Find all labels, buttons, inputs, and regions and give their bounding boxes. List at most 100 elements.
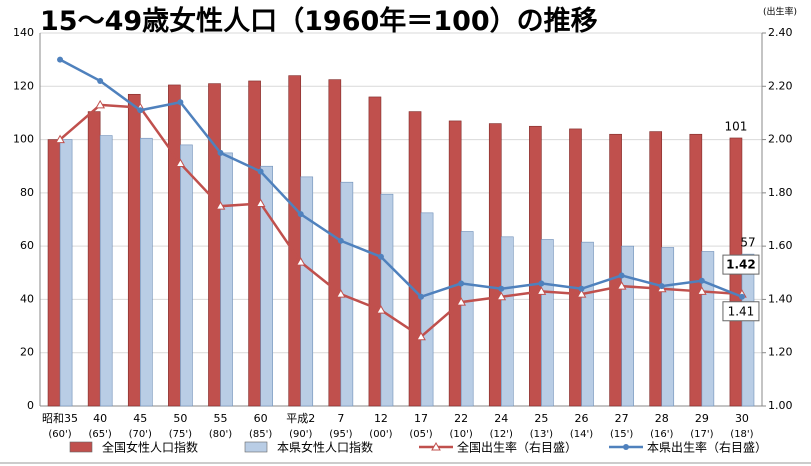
value-label: 101 <box>724 119 747 133</box>
x-tick-sublabel: (00') <box>369 429 392 440</box>
marker <box>538 280 545 287</box>
x-tick-label: 17 <box>414 412 428 425</box>
y2-tick-label: 1.40 <box>768 292 793 305</box>
x-tick-label: 平成2 <box>286 412 315 425</box>
x-tick-sublabel: (17') <box>690 429 713 440</box>
x-tick-label: 45 <box>133 412 147 425</box>
y2-tick-label: 2.40 <box>768 26 793 39</box>
marker <box>658 283 665 290</box>
y-tick-label: 60 <box>20 239 34 252</box>
bar <box>500 236 514 407</box>
x-tick-label: 50 <box>173 412 187 425</box>
marker <box>335 289 346 298</box>
bar <box>87 111 101 407</box>
marker <box>536 286 547 295</box>
bar <box>248 80 261 407</box>
marker <box>57 56 64 63</box>
marker <box>337 237 344 244</box>
x-tick-sublabel: (65') <box>89 429 112 440</box>
x-tick-label: 29 <box>695 412 709 425</box>
legend-marker <box>623 444 629 450</box>
marker <box>376 305 386 314</box>
y-tick-label: 120 <box>13 79 34 92</box>
value-label: 57 <box>740 236 755 250</box>
value-label-box <box>722 254 760 275</box>
marker <box>377 253 384 260</box>
x-tick-sublabel: (90') <box>289 429 312 440</box>
y2-tick-label: 2.00 <box>768 133 793 146</box>
bar <box>380 193 394 407</box>
x-tick-label: 26 <box>575 412 589 425</box>
bar <box>220 152 233 407</box>
legend-swatch <box>244 441 268 453</box>
x-tick-label: 12 <box>374 412 388 425</box>
marker <box>616 281 627 290</box>
value-label: 1.41 <box>728 304 755 318</box>
bar <box>569 128 582 407</box>
marker <box>297 211 304 218</box>
x-tick-label: 昭和35 <box>42 412 78 425</box>
x-tick-label: 25 <box>534 412 548 425</box>
x-tick-sublabel: (80') <box>209 429 232 440</box>
x-tick-label: 40 <box>93 412 107 425</box>
bar <box>300 176 314 407</box>
bar <box>139 137 153 407</box>
bar <box>488 123 502 407</box>
bar <box>168 84 181 407</box>
y2-tick-label: 1.60 <box>768 239 793 252</box>
marker <box>95 99 106 109</box>
bar <box>701 251 715 407</box>
x-tick-label: 30 <box>735 412 749 425</box>
x-tick-sublabel: (85') <box>249 429 272 440</box>
bar <box>581 241 594 407</box>
bar <box>180 144 193 407</box>
x-tick-sublabel: (75') <box>169 429 192 440</box>
marker <box>698 277 705 284</box>
y-tick-label: 0 <box>27 399 34 412</box>
bar <box>408 111 422 407</box>
x-tick-sublabel: (95') <box>329 429 352 440</box>
x-tick-sublabel: (18') <box>730 429 753 440</box>
marker <box>137 107 144 114</box>
y-tick-label: 80 <box>20 186 34 199</box>
chart-title: 15～49歳女性人口（1960年＝100）の推移 <box>40 5 598 37</box>
x-tick-label: 22 <box>454 412 468 425</box>
marker <box>738 293 745 300</box>
y-tick-label: 40 <box>20 292 34 305</box>
line <box>59 58 743 299</box>
x-tick-sublabel: (16') <box>650 429 673 440</box>
bar <box>541 239 554 407</box>
marker <box>215 201 226 210</box>
marker <box>217 149 224 156</box>
x-tick-sublabel: (12') <box>490 429 513 440</box>
x-tick-label: 55 <box>214 412 228 425</box>
marker <box>255 198 266 208</box>
marker <box>97 77 104 84</box>
marker <box>576 289 587 298</box>
x-tick-sublabel: (15') <box>610 429 633 440</box>
y2-tick-label: 2.20 <box>768 79 793 92</box>
bar <box>621 245 634 407</box>
bar <box>288 75 302 407</box>
bar <box>420 212 434 407</box>
marker <box>458 280 465 287</box>
bar <box>529 125 542 407</box>
x-tick-sublabel: (10') <box>450 429 473 440</box>
bar <box>448 120 462 407</box>
marker <box>696 286 707 295</box>
value-label: 1.42 <box>726 258 756 272</box>
bar <box>689 133 703 407</box>
bar <box>609 133 622 407</box>
line <box>59 103 743 339</box>
marker <box>175 158 186 168</box>
bar <box>47 139 61 407</box>
marker <box>416 331 426 341</box>
x-tick-sublabel: (14') <box>570 429 593 440</box>
marker <box>418 293 425 300</box>
bar <box>460 231 474 407</box>
marker <box>257 168 264 175</box>
marker <box>578 285 585 292</box>
x-tick-label: 60 <box>254 412 268 425</box>
